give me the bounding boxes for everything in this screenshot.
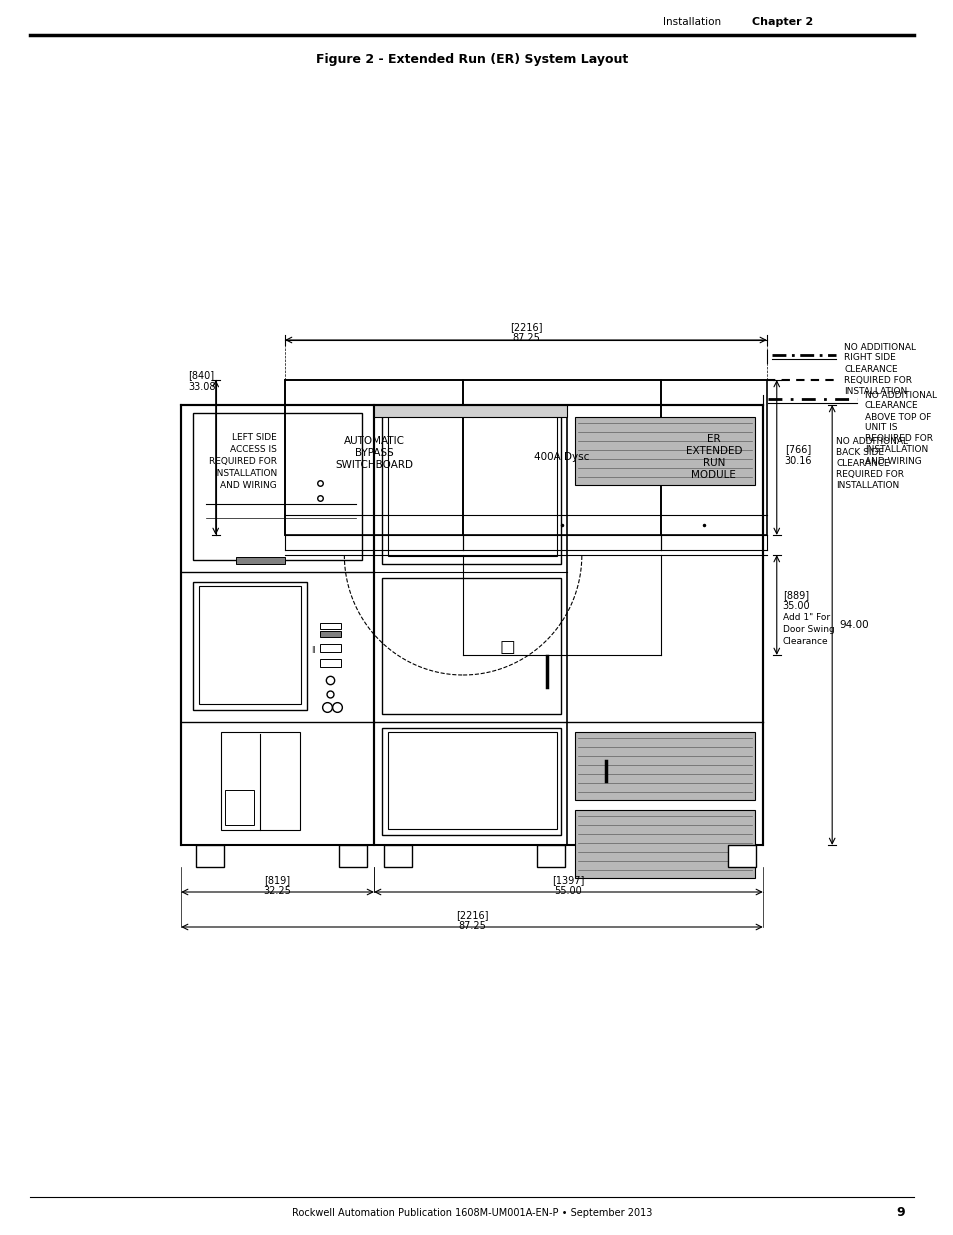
Text: 30.16: 30.16 — [784, 457, 811, 467]
Bar — [381, 727, 560, 835]
Text: 55.00: 55.00 — [554, 885, 581, 897]
Text: Chapter 2: Chapter 2 — [751, 17, 812, 27]
Text: CLEARANCE: CLEARANCE — [864, 401, 918, 410]
Bar — [575, 732, 754, 800]
Bar — [381, 411, 560, 564]
Bar — [462, 380, 660, 535]
Text: REQUIRED FOR: REQUIRED FOR — [864, 435, 932, 443]
Text: [889]: [889] — [781, 590, 808, 600]
Bar — [193, 582, 307, 710]
Text: Door Swing: Door Swing — [781, 625, 834, 635]
Text: 87.25: 87.25 — [512, 333, 539, 343]
Text: 94.00: 94.00 — [839, 620, 868, 630]
Text: 400A Dysc: 400A Dysc — [534, 452, 589, 462]
Bar — [537, 845, 564, 867]
Text: [766]: [766] — [784, 445, 810, 454]
Bar — [319, 631, 341, 637]
Text: BACK SIDE: BACK SIDE — [835, 448, 883, 457]
Text: RUN: RUN — [702, 458, 724, 468]
Bar — [220, 732, 299, 830]
Text: NO ADDITIONAL: NO ADDITIONAL — [843, 342, 915, 352]
Text: ER: ER — [706, 435, 720, 445]
Text: UNIT IS: UNIT IS — [864, 424, 897, 432]
Text: ABOVE TOP OF: ABOVE TOP OF — [864, 412, 930, 421]
Text: SWITCHBOARD: SWITCHBOARD — [335, 461, 413, 471]
Text: EXTENDED: EXTENDED — [685, 447, 741, 457]
Text: AND WIRING: AND WIRING — [220, 480, 276, 490]
Text: ACCESS IS: ACCESS IS — [230, 445, 276, 454]
Text: REQUIRED FOR: REQUIRED FOR — [209, 457, 276, 466]
Text: BYPASS: BYPASS — [355, 448, 393, 458]
Bar — [224, 790, 254, 825]
Text: REQUIRED FOR: REQUIRED FOR — [835, 471, 903, 479]
Bar — [285, 380, 462, 535]
Text: [1397]: [1397] — [552, 876, 584, 885]
Bar — [727, 845, 755, 867]
Text: [2216]: [2216] — [509, 322, 541, 332]
Text: CLEARANCE: CLEARANCE — [835, 459, 889, 468]
Text: Rockwell Automation Publication 1608M-UM001A-EN-P • September 2013: Rockwell Automation Publication 1608M-UM… — [292, 1208, 652, 1218]
Bar — [381, 578, 560, 714]
Bar — [388, 732, 557, 829]
Bar — [383, 845, 411, 867]
Text: AND WIRING: AND WIRING — [864, 457, 921, 466]
Bar — [339, 845, 367, 867]
Text: [819]: [819] — [264, 876, 291, 885]
Text: Figure 2 - Extended Run (ER) System Layout: Figure 2 - Extended Run (ER) System Layo… — [315, 53, 627, 67]
Bar — [193, 412, 362, 561]
Text: NO ADDITIONAL: NO ADDITIONAL — [835, 437, 907, 446]
Text: 35.00: 35.00 — [781, 601, 809, 611]
Text: 33.08: 33.08 — [188, 382, 215, 391]
Text: RIGHT SIDE: RIGHT SIDE — [843, 353, 895, 363]
Bar — [235, 557, 285, 564]
Text: ||: || — [311, 646, 315, 653]
Text: NO ADDITIONAL: NO ADDITIONAL — [864, 390, 936, 399]
Text: INSTALLATION: INSTALLATION — [843, 387, 906, 395]
Text: AUTOMATIC: AUTOMATIC — [343, 436, 404, 447]
Bar — [374, 405, 762, 845]
Bar — [575, 810, 754, 878]
Text: INSTALLATION: INSTALLATION — [213, 469, 276, 478]
Text: LEFT SIDE: LEFT SIDE — [233, 433, 276, 442]
Bar — [374, 405, 566, 417]
Text: Installation: Installation — [662, 17, 720, 27]
Text: INSTALLATION: INSTALLATION — [835, 480, 899, 490]
Text: MODULE: MODULE — [691, 471, 736, 480]
Text: [840]: [840] — [188, 370, 213, 380]
Bar — [660, 380, 766, 535]
Text: 87.25: 87.25 — [457, 921, 485, 931]
Text: Clearance: Clearance — [781, 637, 827, 646]
Bar — [575, 417, 754, 485]
Text: CLEARANCE: CLEARANCE — [843, 364, 897, 373]
Text: Add 1" For: Add 1" For — [781, 614, 829, 622]
Text: 32.25: 32.25 — [263, 885, 292, 897]
Text: REQUIRED FOR: REQUIRED FOR — [843, 375, 911, 384]
Text: 9: 9 — [895, 1207, 903, 1219]
Bar — [319, 643, 341, 652]
Text: [2216]: [2216] — [456, 910, 488, 920]
Text: INSTALLATION: INSTALLATION — [864, 446, 927, 454]
Bar — [319, 658, 341, 667]
Text: □: □ — [499, 638, 515, 656]
Bar — [195, 845, 223, 867]
Bar — [319, 622, 341, 629]
Bar — [388, 415, 557, 556]
Bar — [198, 587, 300, 704]
Bar — [181, 405, 374, 845]
